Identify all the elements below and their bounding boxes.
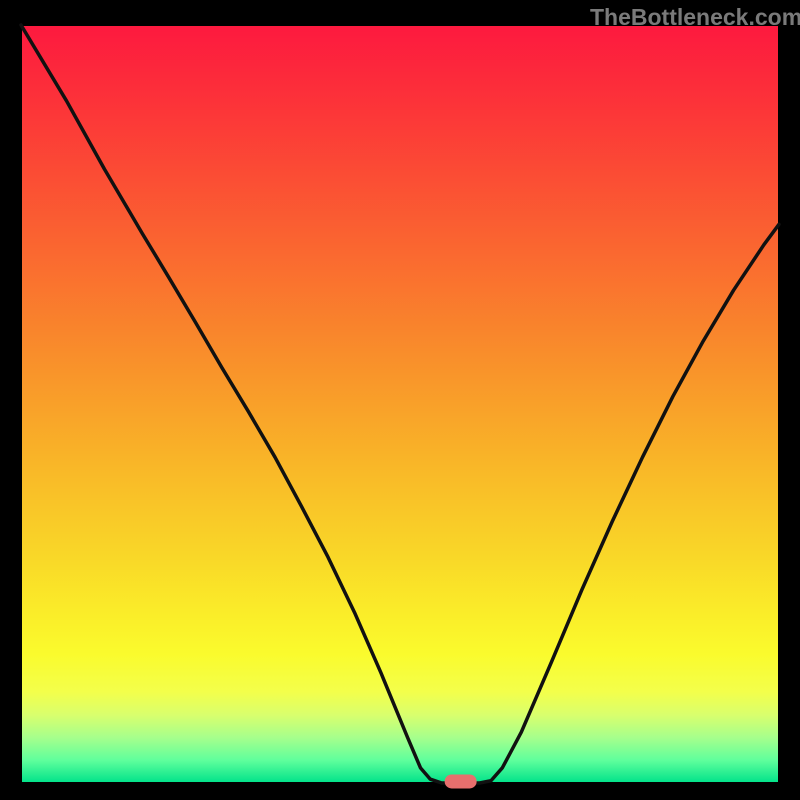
chart-container: TheBottleneck.com bbox=[0, 0, 800, 800]
plot-area bbox=[21, 25, 779, 783]
sweet-spot-marker bbox=[445, 774, 477, 788]
bottleneck-chart bbox=[0, 0, 800, 800]
watermark-label: TheBottleneck.com bbox=[590, 4, 800, 31]
